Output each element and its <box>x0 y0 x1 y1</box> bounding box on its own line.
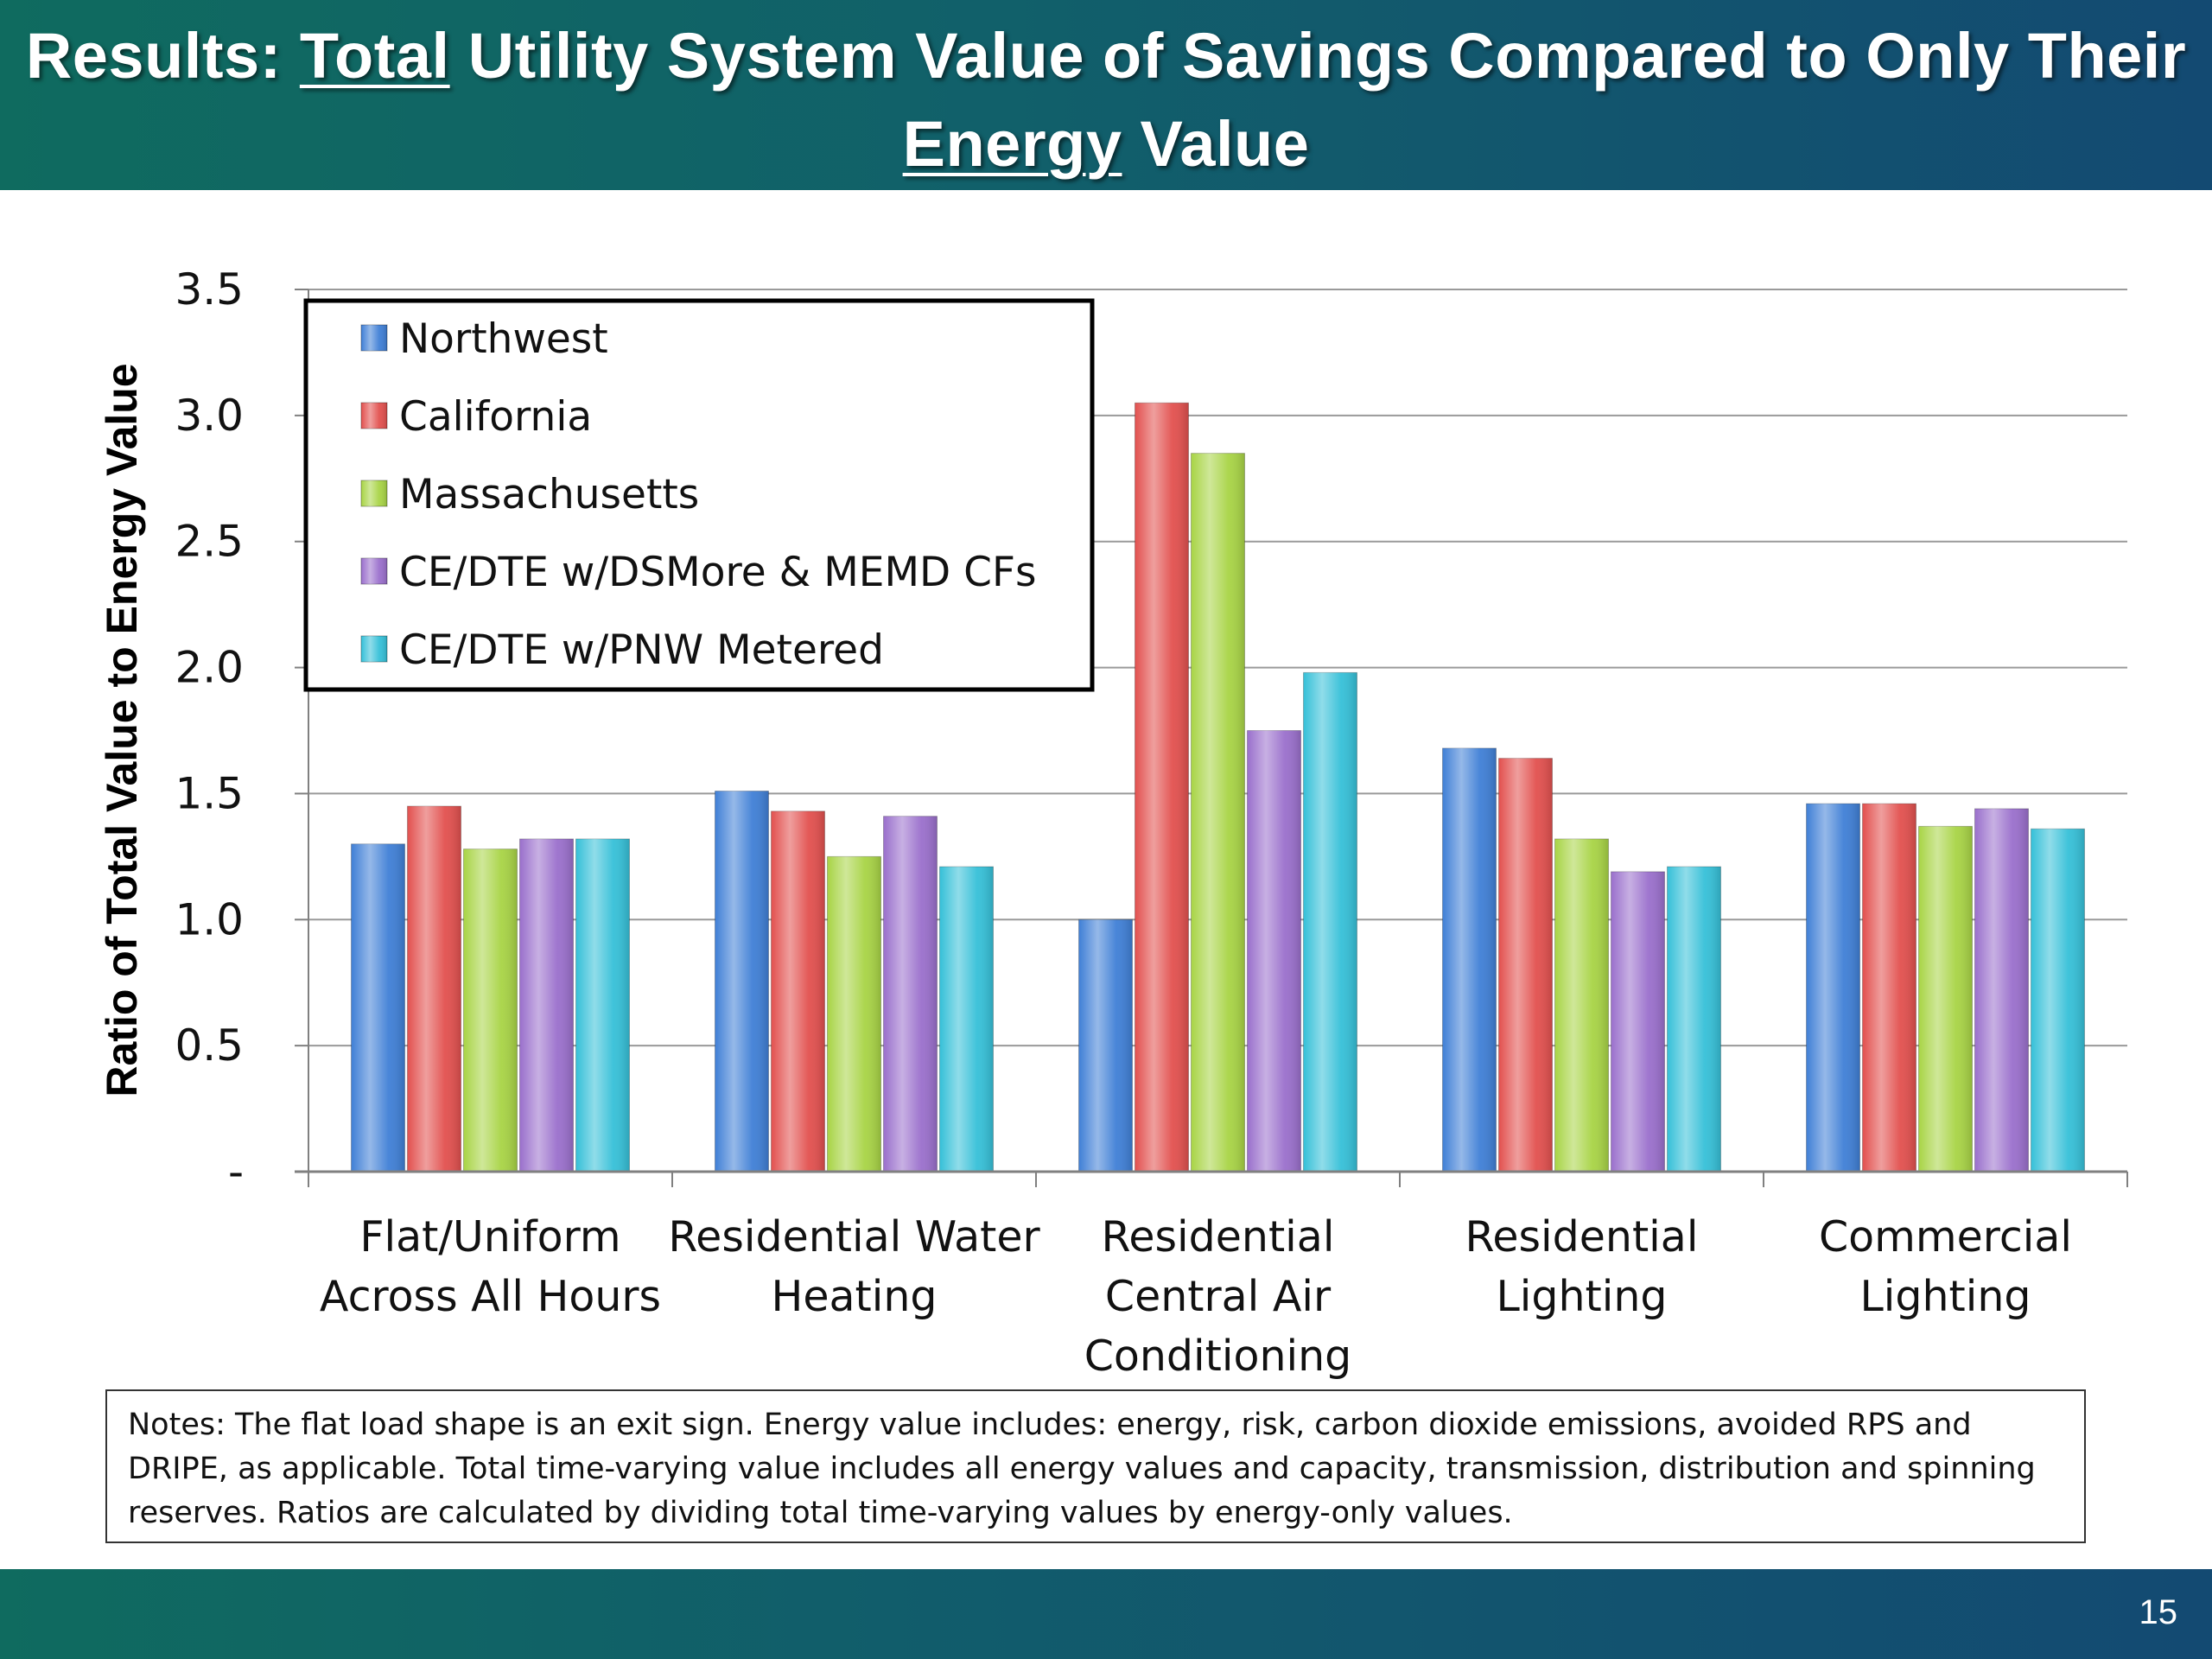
y-axis-label: Ratio of Total Value to Energy Value <box>98 363 146 1096</box>
x-tick-label: Residential Water Heating <box>668 1212 1040 1321</box>
bar-highlight <box>1247 730 1301 1172</box>
legend-label: CE/DTE w/DSMore & MEMD CFs <box>399 549 1037 596</box>
legend-swatch-highlight <box>361 480 387 506</box>
legend-swatch-highlight <box>361 325 387 351</box>
bar-highlight <box>939 867 994 1172</box>
legend-swatch-highlight <box>361 636 387 662</box>
slide-title: Results: Total Utility System Value of S… <box>0 12 2212 188</box>
bar-highlight <box>771 810 825 1172</box>
bar-highlight <box>1806 804 1860 1172</box>
legend-swatch-highlight <box>361 403 387 429</box>
legend-label: California <box>399 393 592 441</box>
x-tick-label-line: Heating <box>771 1272 937 1321</box>
y-tick-label: 3.0 <box>175 391 244 441</box>
bar-highlight <box>1303 672 1357 1172</box>
legend: Northwest California Massachusetts CE/DTE w… <box>303 298 1095 692</box>
bar-chart: - 0.5 1.0 1.5 2.0 2.5 3.0 3.5 Flat/Uniform Across… <box>98 264 2128 1381</box>
legend-swatch-highlight <box>361 558 387 584</box>
bar-highlight <box>1498 758 1553 1172</box>
title-banner: Results: Total Utility System Value of S… <box>0 0 2212 190</box>
x-tick-label-line: Across All Hours <box>320 1272 661 1321</box>
legend-label: CE/DTE w/PNW Metered <box>399 626 884 674</box>
title-underlined-energy: Energy <box>902 108 1122 180</box>
y-tick-label: 2.5 <box>175 517 244 567</box>
legend-label: Northwest <box>399 315 608 363</box>
y-tick-label: 1.0 <box>175 894 244 944</box>
axes: - 0.5 1.0 1.5 2.0 2.5 3.0 3.5 Flat/Uniform Across… <box>175 264 2128 1381</box>
bars <box>351 402 2085 1173</box>
y-tick-label: - <box>228 1147 244 1197</box>
bar-highlight <box>1135 403 1189 1172</box>
y-tick-label: 2.0 <box>175 643 244 693</box>
x-tick-label-line: Commercial <box>1819 1212 2072 1262</box>
title-prefix: Results: <box>25 20 300 92</box>
bar-highlight <box>575 838 630 1172</box>
x-tick-label-line: Lighting <box>1859 1272 2031 1321</box>
y-tick-label: 0.5 <box>175 1020 244 1071</box>
x-tick-label-line: Conditioning <box>1084 1332 1352 1381</box>
bar-highlight <box>1667 867 1721 1172</box>
y-tick-label: 1.5 <box>175 768 244 818</box>
bar-highlight <box>1918 826 1973 1172</box>
x-tick-label-line: Residential Water <box>668 1212 1040 1262</box>
title-middle: Utility System Value of Savings Compared… <box>449 20 2187 92</box>
bar-highlight <box>1611 871 1665 1172</box>
x-tick-label: Flat/Uniform Across All Hours <box>320 1212 661 1321</box>
bar-highlight <box>1974 808 2029 1172</box>
title-underlined-total: Total <box>299 20 450 92</box>
bar-highlight <box>519 838 574 1172</box>
legend-label: Massachusetts <box>399 471 699 518</box>
bar-highlight <box>827 856 881 1172</box>
page-number: 15 <box>2139 1593 2178 1631</box>
notes-box: Notes: The flat load shape is an exit si… <box>105 1389 2086 1543</box>
title-suffix: Value <box>1122 108 1310 180</box>
bar-highlight <box>2031 829 2085 1172</box>
x-tick-label: Commercial Lighting <box>1819 1212 2072 1321</box>
bar-highlight <box>1554 838 1609 1172</box>
x-tick-label-line: Residential <box>1465 1212 1699 1262</box>
legend-box <box>303 298 1095 692</box>
x-tick-label-line: Flat/Uniform <box>359 1212 620 1262</box>
x-tick-label: Residential Lighting <box>1465 1212 1699 1321</box>
x-tick-label-line: Central Air <box>1105 1272 1332 1321</box>
bar-highlight <box>1862 804 1916 1172</box>
bar-highlight <box>1442 747 1497 1172</box>
x-tick-label-line: Lighting <box>1496 1272 1667 1321</box>
x-tick-label: Residential Central Air Conditioning <box>1084 1212 1352 1381</box>
bar-highlight <box>1191 453 1245 1172</box>
bar-highlight <box>463 849 518 1172</box>
bar-highlight <box>1078 919 1133 1172</box>
bar-highlight <box>883 816 938 1172</box>
x-tick-label-line: Residential <box>1102 1212 1335 1262</box>
bar-highlight <box>351 843 405 1172</box>
footer-bar: 15 <box>0 1569 2212 1659</box>
bar-highlight <box>715 791 769 1172</box>
bar-highlight <box>407 806 461 1172</box>
y-tick-label: 3.5 <box>175 264 244 315</box>
